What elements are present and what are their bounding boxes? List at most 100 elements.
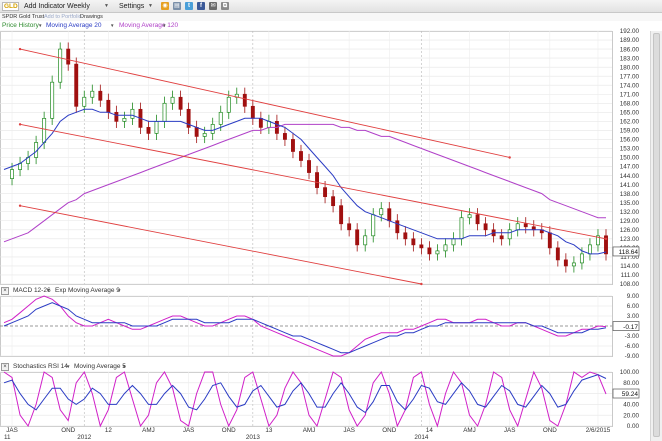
y-tick-label: 147.00 [620,164,640,171]
x-year-label: 2012 [77,434,92,441]
candle-body [563,259,568,267]
candle-body [323,187,328,198]
close-icon[interactable]: × [1,363,9,371]
stoch-rsi-line [3,370,607,428]
y-tick-label: 153.00 [620,146,640,153]
value-box [612,246,640,257]
chevron-down-icon[interactable]: ▼ [38,23,43,28]
legend-ma120[interactable]: Moving Average 120 [119,22,179,29]
candle-body [403,232,408,240]
y-tick-label: 6.00 [627,303,640,310]
y-tick-label: 192.00 [620,28,640,35]
legend-ma20[interactable]: Moving Average 20 [46,22,102,29]
symbol-field[interactable]: GLD [2,2,19,11]
print-icon[interactable]: ▤ [173,2,181,10]
y-tick-label: 186.00 [620,46,640,53]
candle-body [379,208,384,216]
y-tick-label: 159.00 [620,128,640,135]
candle-body [106,99,111,113]
y-tick-label: 100.00 [620,369,640,376]
candle-body [467,214,472,219]
candle-body [10,169,14,179]
legend-stoch-rsi[interactable]: Stochastics RSI 14 [13,363,68,370]
rss-icon[interactable]: ◉ [161,2,169,10]
candle-body [459,217,464,240]
y-tick-label: 183.00 [620,55,640,62]
candle-body [347,223,352,231]
y-tick-label: 156.00 [620,137,640,144]
facebook-icon[interactable]: f [197,2,205,10]
chevron-down-icon[interactable]: ▼ [46,288,51,293]
y-tick-label: 138.00 [620,191,640,198]
candle-body [315,172,319,188]
candle-body [146,127,151,134]
candle-body [98,90,103,101]
x-tick-label: OND [543,427,557,434]
candle-body [427,247,432,255]
panel-frame [0,372,613,427]
y-tick-label: 129.00 [620,218,640,225]
chevron-down-icon[interactable]: ▼ [66,364,71,369]
chevron-down-icon[interactable]: ▼ [122,364,127,369]
candle-body [122,117,127,122]
y-tick-label: 150.00 [620,155,640,162]
trendline-anchor [18,47,22,51]
trendline [19,123,607,240]
candle-body [596,235,600,246]
y-tick-label: 20.00 [623,412,639,419]
y-tick-label: 9.00 [627,293,640,300]
macd-legend: × MACD 12-26 ▼ Exp Moving Average 9 ▼ [0,286,640,295]
y-tick-label: 165.00 [620,110,640,117]
legend-price-history[interactable]: Price History [2,22,39,29]
chevron-down-icon[interactable]: ▼ [117,288,122,293]
candle-body [74,63,79,107]
legend-macd[interactable]: MACD 12-26 [13,287,51,294]
candle-body [242,93,247,107]
candle-body [339,205,344,225]
x-tick-label: JAS [343,427,355,434]
x-tick-label: OND [382,427,396,434]
email-icon[interactable]: ✉ [209,2,217,10]
add-to-portfolio-link[interactable]: Add to Portfolio [44,14,82,20]
chevron-down-icon[interactable]: ▼ [104,3,109,9]
y-tick-label: 162.00 [620,119,640,126]
candle-body [419,244,424,249]
candle-body [515,223,520,231]
candle-body [130,108,135,119]
scrollbar-thumb[interactable] [653,33,660,437]
x-tick-label: JAS [183,427,195,434]
y-tick-label: 141.00 [620,182,640,189]
x-year-label: 2014 [414,434,429,441]
candle-body [250,105,255,119]
security-subbar: SPDR Gold Trust Add to Portfolio Drawing… [0,13,662,21]
share-icon[interactable]: ⧉ [221,2,229,10]
candle-body [258,117,263,128]
candle-body [82,96,87,107]
twitter-icon[interactable]: t [185,2,193,10]
settings-button[interactable]: Settings [119,3,145,10]
price-legend: Price History ▼ Moving Average 20 ▼ Movi… [0,21,640,30]
legend-macd-ema[interactable]: Exp Moving Average 9 [55,287,120,294]
trendline-anchor [420,282,423,286]
x-tick-label: 13 [265,427,273,434]
candle-body [202,133,207,137]
chevron-down-icon[interactable]: ▼ [110,23,115,28]
chevron-down-icon[interactable]: ▼ [162,23,167,28]
close-icon[interactable]: × [1,287,9,295]
period-select[interactable]: Weekly [67,3,90,10]
trendline [19,205,422,285]
drawings-link[interactable]: Drawings [80,14,103,20]
x-tick-label: AMJ [463,427,476,434]
vertical-scrollbar[interactable] [650,31,662,441]
chevron-down-icon[interactable]: ▼ [148,3,153,9]
candle-body [483,223,488,231]
candle-body [355,229,360,246]
candle-body [443,244,448,252]
candle-body [170,96,175,104]
candle-body [186,108,191,128]
add-indicator-button[interactable]: Add Indicator [24,3,66,10]
candle-body [331,196,336,207]
y-tick-label: 180.00 [620,64,640,71]
legend-stoch-ma[interactable]: Moving Average 5 [74,363,126,370]
